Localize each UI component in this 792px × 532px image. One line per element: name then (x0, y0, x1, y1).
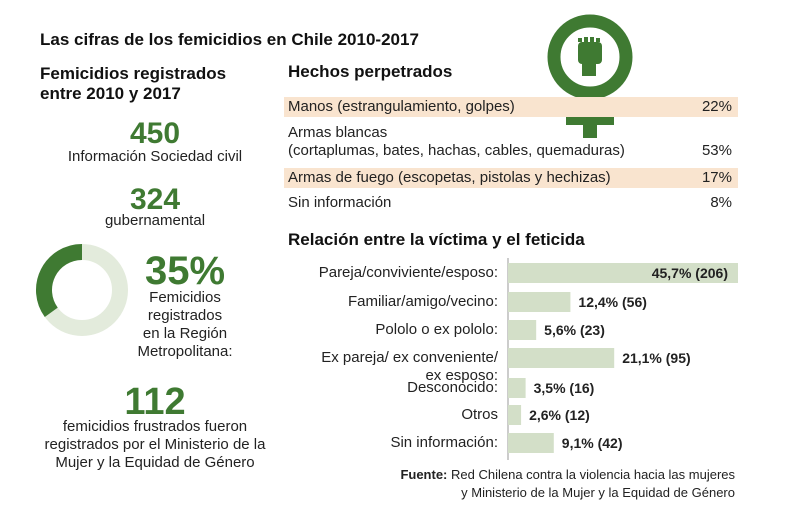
bar (508, 320, 537, 340)
fact-label: Manos (estrangulamiento, golpes) (288, 98, 515, 115)
source-label: Fuente: (400, 467, 448, 482)
frustrated-value: 112 (124, 381, 186, 423)
value-label: 9,1% (42) (561, 435, 623, 451)
category-label: Desconocido: (407, 379, 498, 396)
value-label: 5,6% (23) (544, 322, 605, 338)
row-highlight (284, 97, 738, 117)
registered-value: 450 (129, 117, 181, 150)
registered-label: Información Sociedad civil (67, 148, 243, 165)
value-label: 12,4% (56) (578, 294, 647, 310)
category-label: Sin información: (390, 434, 498, 451)
bar (508, 263, 738, 283)
venus-icon (547, 14, 633, 138)
row-highlight (284, 168, 738, 188)
registered-value: 324 (129, 183, 181, 216)
bar (508, 348, 615, 368)
registered-label: gubernamental (104, 212, 206, 229)
frustrated-label: femicidios frustrados fueron registrados… (44, 418, 266, 471)
bar (508, 292, 571, 312)
fact-value: 53% (701, 142, 732, 159)
title: Las cifras de los femicidios en Chile 20… (40, 30, 419, 49)
value-label: 21,1% (95) (622, 350, 691, 366)
category-label: Otros (461, 406, 498, 423)
bar (508, 405, 522, 425)
bar (508, 433, 554, 453)
value-label: 45,7% (206) (651, 265, 728, 281)
value-label: 2,6% (12) (529, 407, 590, 423)
registered-heading: Femicidios registrados entre 2010 y 2017 (40, 64, 227, 103)
source: Fuente: Red Chilena contra la violencia … (330, 466, 735, 502)
value-label: 3,5% (16) (533, 380, 595, 396)
fact-label: Armas blancas (cortaplumas, bates, hacha… (288, 124, 625, 159)
source-text: Red Chilena contra la violencia hacia la… (451, 467, 735, 500)
category-label: Familiar/amigo/vecino: (347, 293, 498, 310)
bar (508, 378, 526, 398)
category-label: Pololo o ex pololo: (375, 321, 498, 338)
category-label: Pareja/conviviente/esposo: (318, 264, 498, 281)
donut-caption: Femicidios registrados en la Región Metr… (137, 289, 233, 360)
category-label: Ex pareja/ ex conveniente/ ex esposo: (321, 349, 498, 384)
fact-label: Armas de fuego (escopetas, pistolas y he… (288, 169, 611, 186)
donut-value-label: 35% (144, 249, 226, 293)
donut-segment (36, 244, 83, 318)
fact-value: 22% (701, 98, 732, 115)
bar-title: Relación entre la víctima y el feticida (288, 230, 585, 249)
fact-value: 8% (710, 194, 732, 211)
fact-value: 17% (701, 169, 732, 186)
facts-title: Hechos perpetrados (288, 62, 453, 81)
fact-label: Sin información (288, 194, 392, 211)
